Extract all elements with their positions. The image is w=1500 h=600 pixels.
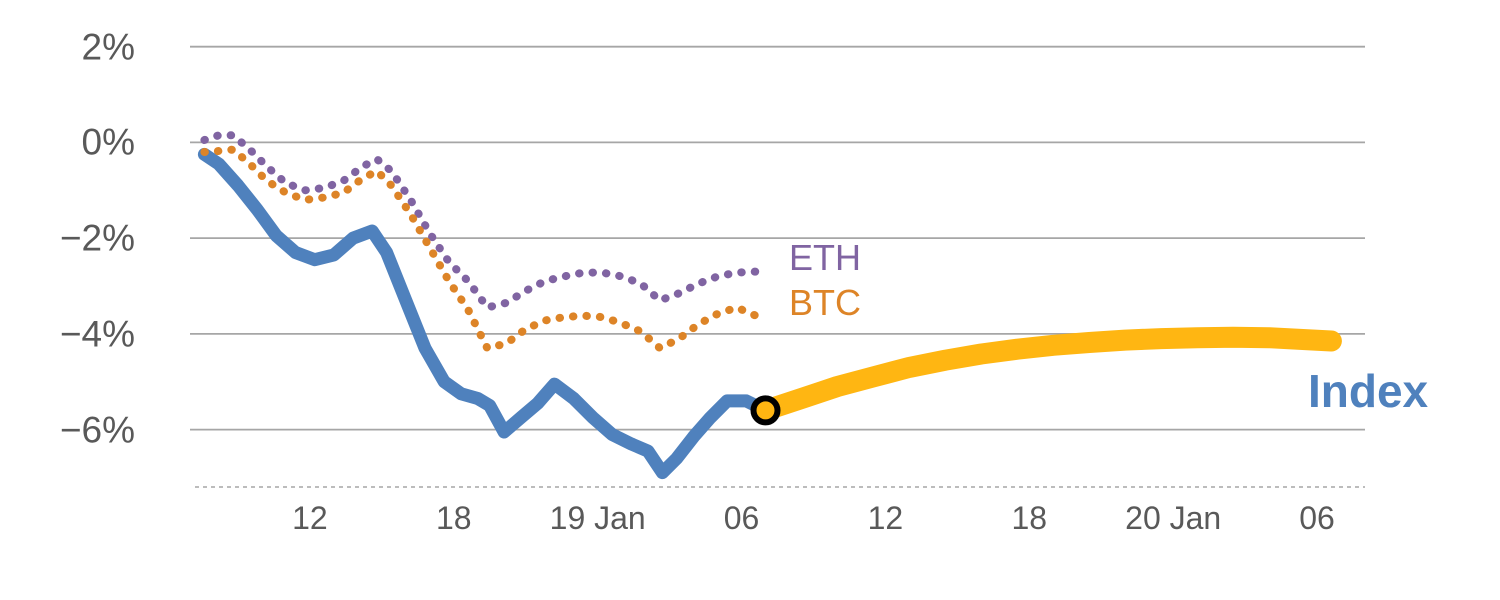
y-tick-label: −4% (59, 313, 135, 355)
eth-series-label: ETH (789, 237, 861, 278)
series-line-index-forecast (755, 326, 1342, 421)
series-line-index (197, 147, 772, 480)
y-tick-label: 2% (81, 26, 135, 68)
x-tick-label: 12 (292, 500, 328, 536)
x-tick-label: 20 Jan (1125, 500, 1222, 536)
index-series-label: Index (1308, 365, 1429, 417)
x-tick-label: 06 (1299, 500, 1335, 536)
y-tick-label: 0% (81, 121, 135, 163)
x-tick-label: 18 (1011, 500, 1048, 536)
series-line-btc (200, 145, 760, 353)
series-line-eth (200, 131, 760, 312)
x-tick-label: 06 (723, 500, 760, 536)
x-tick-label: 19 Jan (549, 500, 646, 536)
btc-series-label: BTC (789, 282, 861, 323)
x-tick-label: 12 (867, 500, 904, 536)
current-point-marker (750, 395, 781, 426)
y-tick-label: −2% (59, 217, 135, 259)
x-tick-label: 18 (436, 500, 472, 536)
y-tick-label: −6% (59, 409, 135, 451)
